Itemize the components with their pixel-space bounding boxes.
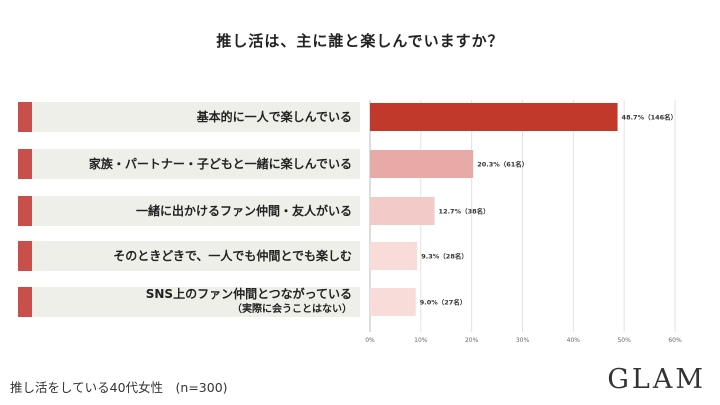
- bar: [370, 103, 618, 131]
- category-label-line: 家族・パートナー・子どもと一緒に楽しんでいる: [88, 156, 352, 171]
- glam-logo: GLAM: [607, 364, 706, 395]
- label-accent: [18, 287, 32, 317]
- bar: [370, 150, 474, 178]
- x-tick-label: 0%: [365, 337, 375, 344]
- data-label: 12.7%（38名）: [439, 207, 490, 216]
- x-tick-label: 10%: [414, 337, 428, 344]
- label-accent: [18, 196, 32, 226]
- x-tick-label: 50%: [617, 337, 631, 344]
- category-label: SNS上のファン仲間とつながっている （実際に会うことはない）: [146, 287, 352, 317]
- category-label: 一緒に出かけるファン仲間・友人がいる: [136, 196, 352, 226]
- category-label-line: そのときどきで、一人でも仲間とでも楽しむ: [113, 248, 352, 263]
- x-tick-label: 40%: [567, 337, 581, 344]
- category-label-line: SNS上のファン仲間とつながっている: [145, 287, 352, 301]
- data-label: 20.3%（61名）: [477, 160, 528, 169]
- category-label-line: 基本的に一人で楽しんでいる: [196, 109, 352, 124]
- label-accent: [18, 241, 32, 271]
- x-tick-label: 30%: [516, 337, 530, 344]
- category-label-box: 一緒に出かけるファン仲間・友人がいる: [18, 196, 360, 226]
- x-tick-label: 60%: [668, 337, 682, 344]
- category-label: そのときどきで、一人でも仲間とでも楽しむ: [113, 241, 352, 271]
- category-label: 家族・パートナー・子どもと一緒に楽しんでいる: [89, 149, 352, 179]
- bar: [370, 242, 418, 270]
- category-label-subline: （実際に会うことはない）: [232, 304, 352, 315]
- category-label-box: 基本的に一人で楽しんでいる: [18, 102, 360, 132]
- category-label-box: 家族・パートナー・子どもと一緒に楽しんでいる: [18, 149, 360, 179]
- data-label: 9.0%（27名）: [420, 298, 467, 307]
- label-accent: [18, 149, 32, 179]
- category-label: 基本的に一人で楽しんでいる: [197, 102, 352, 132]
- bar: [370, 288, 416, 316]
- category-label-line: 一緒に出かけるファン仲間・友人がいる: [135, 203, 352, 218]
- sample-note: 推し活をしている40代女性 (n=300): [10, 380, 228, 395]
- category-label-box: SNS上のファン仲間とつながっている （実際に会うことはない）: [18, 287, 360, 317]
- label-accent: [18, 102, 32, 132]
- chart-title: 推し活は、主に誰と楽しんでいますか？: [216, 32, 504, 50]
- data-label: 48.7%（146名）: [622, 113, 678, 122]
- bar: [370, 197, 435, 225]
- category-label-box: そのときどきで、一人でも仲間とでも楽しむ: [18, 241, 360, 271]
- x-tick-label: 20%: [465, 337, 479, 344]
- data-label: 9.3%（28名）: [421, 252, 468, 261]
